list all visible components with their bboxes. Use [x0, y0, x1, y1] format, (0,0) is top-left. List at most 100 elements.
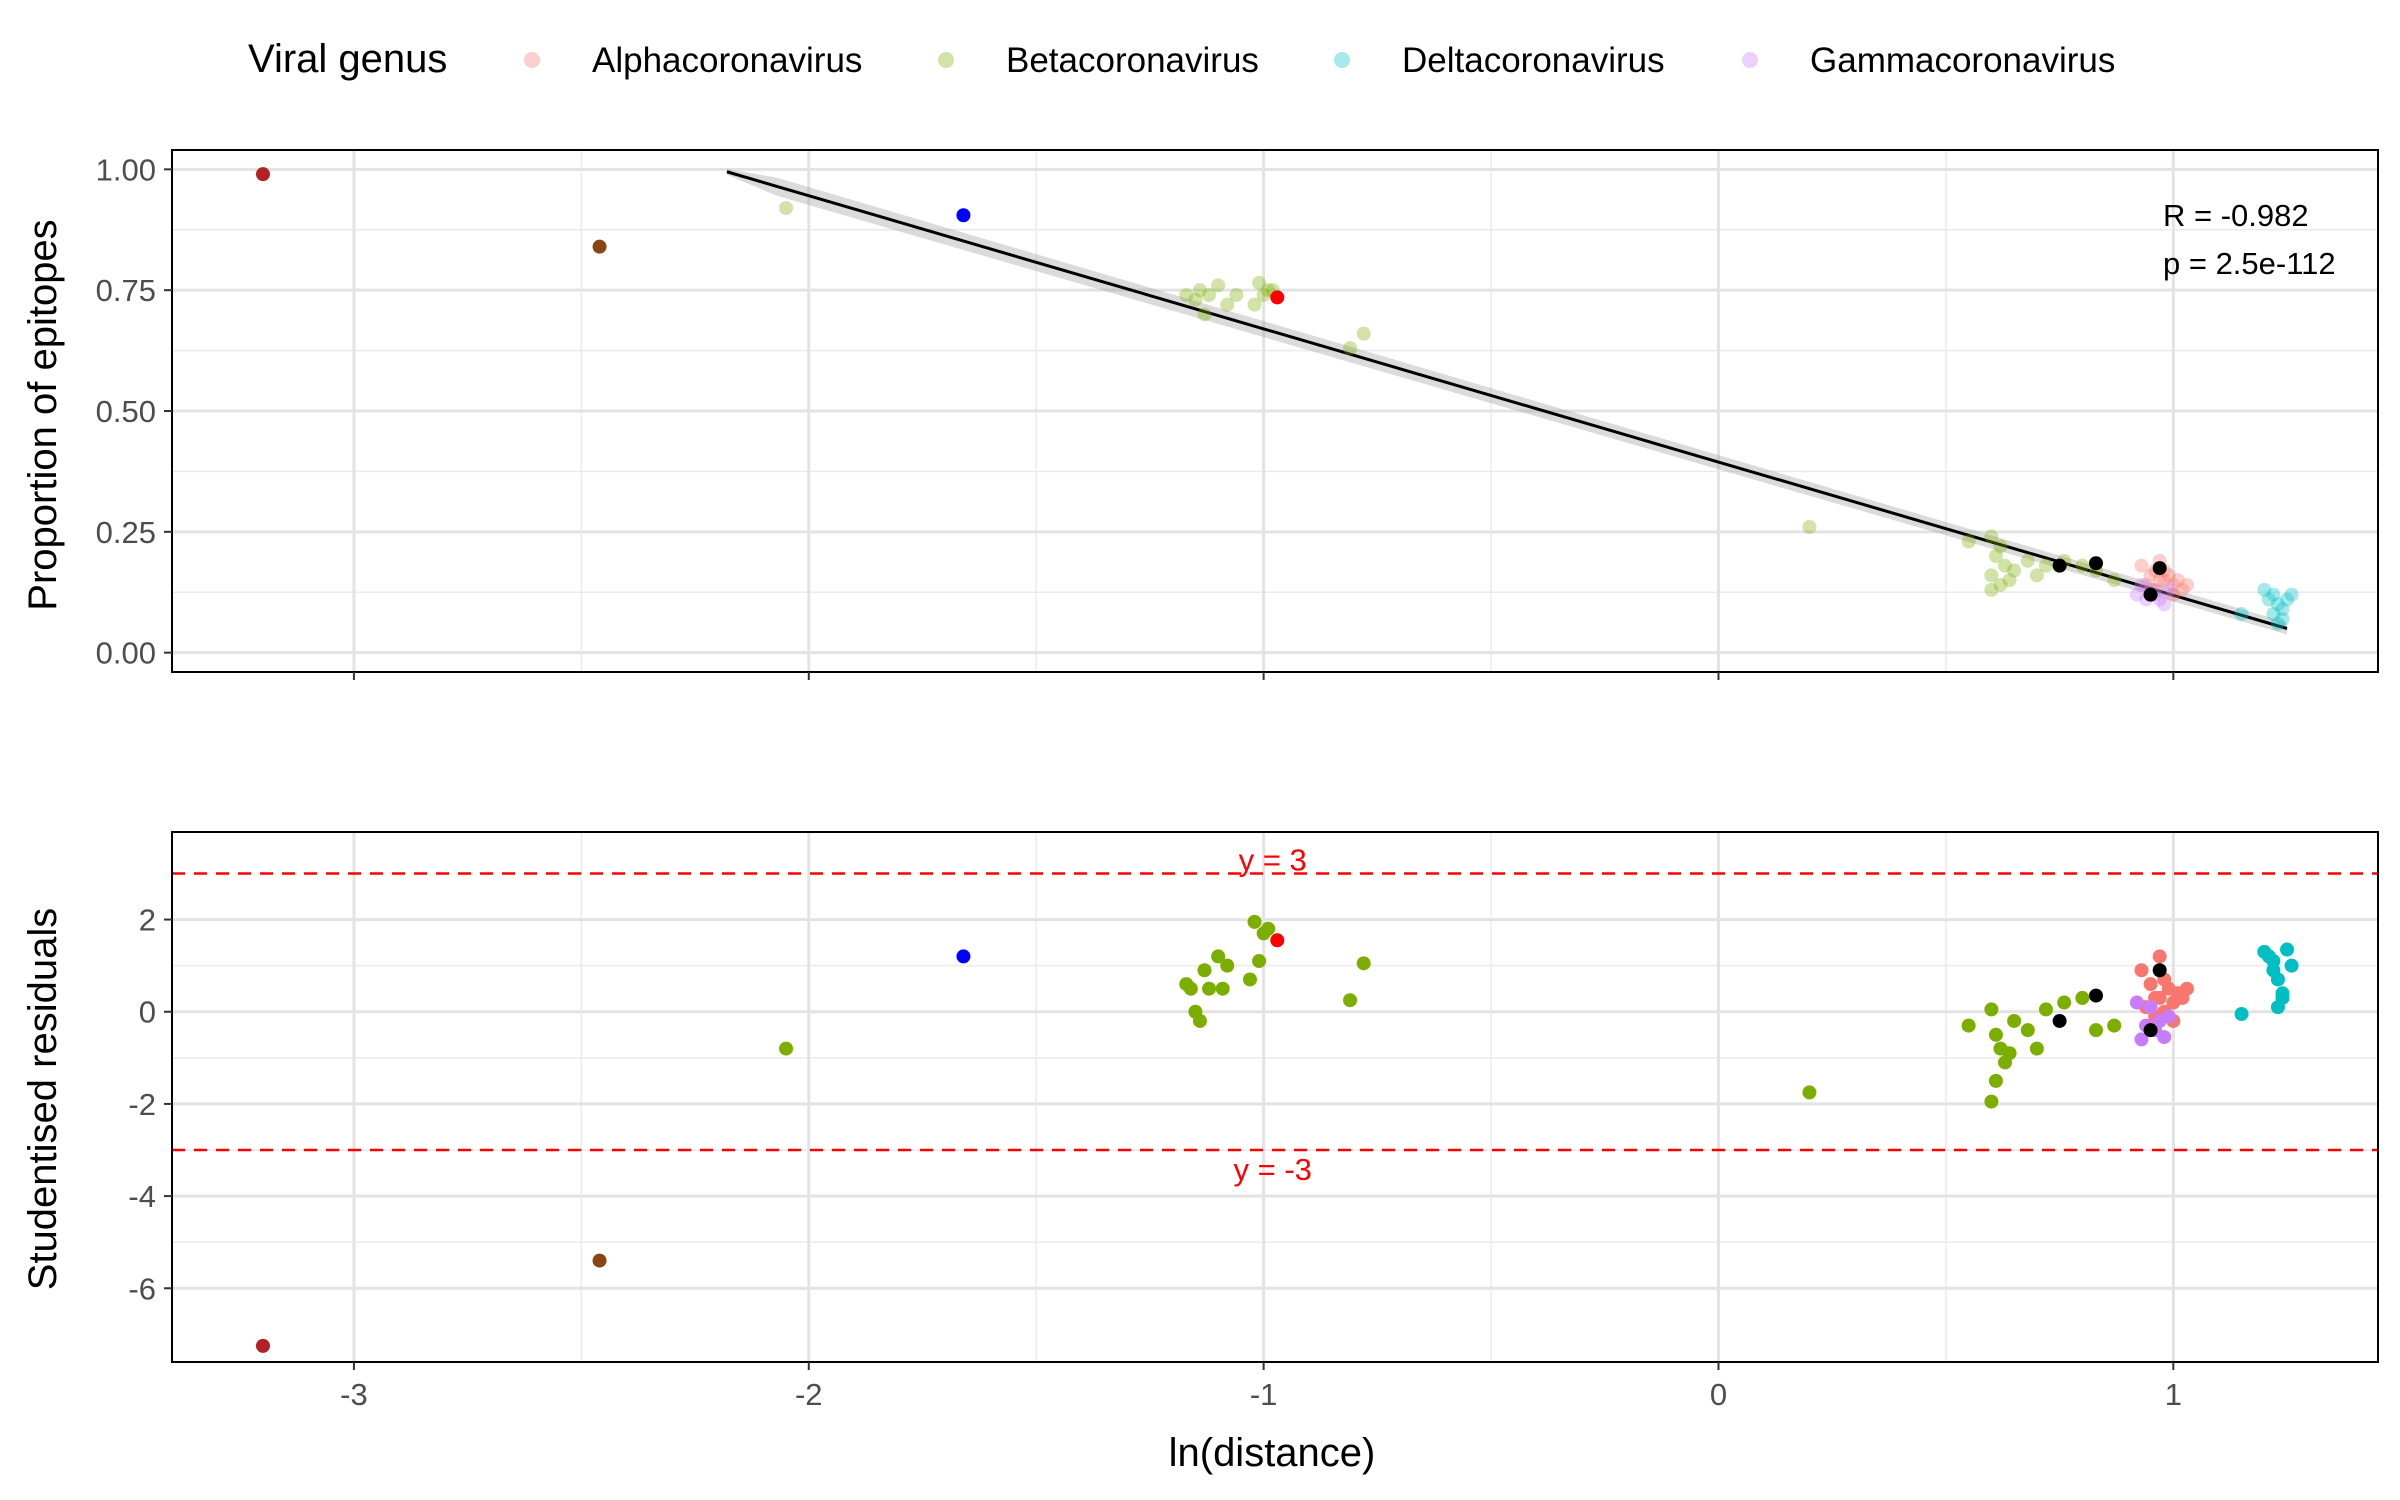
x-ticks: -3 -2 -1 0 1 [340, 672, 2182, 1412]
bottom-point-betacoronavirus [2057, 995, 2072, 1010]
top-point-gammacoronavirus [2129, 587, 2144, 602]
bottom-point-deltacoronavirus [2234, 1007, 2249, 1022]
top-point-betacoronavirus [2029, 568, 2044, 583]
fit-line [726, 170, 2288, 630]
top-point-betacoronavirus [1247, 297, 1262, 312]
top-point-gammacoronavirus [2134, 578, 2149, 592]
top-point-highlight [2088, 556, 2103, 571]
bottom-point-betacoronavirus [1356, 956, 1371, 971]
bottom-point-alphacoronavirus [2134, 963, 2149, 978]
top-point-betacoronavirus [1998, 558, 2013, 573]
top-point-deltacoronavirus [2266, 587, 2281, 602]
legend-key-gammacoronavirus [1742, 52, 1758, 68]
bottom-point-gammacoronavirus [2161, 1009, 2176, 1024]
top-point-betacoronavirus [1984, 529, 1999, 544]
reference-label-y-3: y = -3 [1234, 1152, 1312, 1187]
bottom-point-betacoronavirus [2020, 1023, 2035, 1038]
reference-label-y-3: y = 3 [1239, 842, 1307, 877]
bottom-point-betacoronavirus [1984, 1094, 1999, 1109]
bottom-point-highlight [956, 949, 971, 964]
bottom-point-betacoronavirus [1984, 1002, 1999, 1017]
bottom-point-betacoronavirus [2038, 1002, 2053, 1017]
top-point-alphacoronavirus [2166, 578, 2181, 592]
legend-items: Alphacoronavirus Betacoronavirus Deltacoro… [524, 41, 2115, 80]
bottom-point-alphacoronavirus [2143, 977, 2158, 992]
top-y-tick-label: 0.25 [96, 515, 156, 550]
legend-label-gammacoronavirus: Gammacoronavirus [1810, 41, 2115, 80]
bottom-point-betacoronavirus [1261, 921, 1276, 936]
top-point-alphacoronavirus [2157, 573, 2172, 588]
bottom-point-betacoronavirus [1252, 954, 1267, 969]
bottom-point-betacoronavirus [1197, 963, 1212, 978]
top-point-deltacoronavirus [2270, 597, 2285, 612]
bottom-panel-border [171, 831, 2379, 1363]
bottom-point-betacoronavirus [1961, 1018, 1976, 1033]
top-point-betacoronavirus [2020, 553, 2035, 568]
top-grid [172, 150, 2378, 672]
bottom-point-highlight [2052, 1013, 2067, 1028]
top-point-alphacoronavirus [2152, 573, 2167, 588]
bottom-y-axis-label: Studentised residuals [21, 908, 65, 1290]
top-fit-line-group [726, 168, 2288, 635]
top-point-deltacoronavirus [2275, 611, 2290, 626]
top-point-betacoronavirus [1197, 307, 1212, 322]
top-point-highlight [2143, 587, 2158, 602]
bottom-point-gammacoronavirus [2129, 995, 2144, 1010]
bottom-point-gammacoronavirus [2143, 1000, 2158, 1015]
bottom-point-alphacoronavirus [2152, 990, 2167, 1005]
bottom-point-betacoronavirus [1802, 1085, 1817, 1100]
top-point-betacoronavirus [1343, 341, 1358, 356]
bottom-point-betacoronavirus [1247, 914, 1262, 929]
bottom-reference-lines: y = 3 y = -3 [172, 842, 2378, 1187]
top-point-alphacoronavirus [2134, 558, 2149, 573]
legend: Viral genus Alphacoronavirus Betacoronavi… [248, 37, 2115, 81]
legend-key-betacoronavirus [938, 52, 954, 68]
top-point-betacoronavirus [2038, 558, 2053, 573]
bottom-grid [172, 832, 2378, 1362]
bottom-point-betacoronavirus [2002, 1046, 2017, 1061]
bottom-point-deltacoronavirus [2280, 942, 2295, 957]
bottom-point-highlight [2143, 1023, 2158, 1038]
annotation-r: R = -0.982 [2163, 198, 2309, 233]
top-point-betacoronavirus [2007, 563, 2022, 578]
x-tick-label: -3 [340, 1377, 368, 1412]
bottom-y-tick-label: 2 [139, 903, 156, 938]
top-point-deltacoronavirus [2284, 587, 2299, 602]
panel-proportion-of-epitopes: 0.00 0.25 0.50 0.75 1.00 R = -0.982 p = 2.5e… [21, 149, 2379, 673]
top-y-tick-label: 1.00 [96, 152, 156, 187]
bottom-point-alphacoronavirus [2152, 949, 2167, 964]
top-point-alphacoronavirus [2179, 578, 2194, 592]
top-point-alphacoronavirus [2175, 582, 2190, 597]
legend-label-alphacoronavirus: Alphacoronavirus [592, 41, 862, 80]
top-point-betacoronavirus [1993, 578, 2008, 592]
bottom-point-betacoronavirus [2075, 990, 2090, 1005]
top-point-highlight [592, 239, 607, 254]
top-point-betacoronavirus [1988, 549, 2003, 563]
bottom-point-betacoronavirus [779, 1041, 794, 1056]
bottom-point-alphacoronavirus [2179, 981, 2194, 996]
top-point-deltacoronavirus [2234, 607, 2249, 621]
bottom-y-tick-label: -4 [128, 1179, 156, 1214]
annotation-p: p = 2.5e-112 [2163, 246, 2336, 281]
bottom-point-betacoronavirus [1183, 981, 1198, 996]
bottom-point-highlight [2088, 988, 2103, 1003]
top-point-betacoronavirus [1802, 520, 1817, 534]
top-point-betacoronavirus [2107, 573, 2122, 588]
top-point-highlight [1270, 290, 1285, 305]
top-point-highlight [956, 208, 971, 223]
top-point-deltacoronavirus [2261, 592, 2276, 607]
top-point-gammacoronavirus [2161, 582, 2176, 597]
top-y-tick-label: 0.50 [96, 394, 156, 429]
bottom-y-tick-label: -6 [128, 1271, 156, 1306]
bottom-point-gammacoronavirus [2134, 1032, 2149, 1047]
top-point-betacoronavirus [1229, 288, 1244, 302]
bottom-point-deltacoronavirus [2266, 963, 2281, 978]
top-point-betacoronavirus [1356, 326, 1371, 341]
top-point-highlight [255, 167, 270, 182]
top-point-betacoronavirus [2002, 573, 2017, 588]
bottom-point-betacoronavirus [1988, 1027, 2003, 1042]
top-point-betacoronavirus [779, 201, 794, 215]
top-point-betacoronavirus [1256, 288, 1271, 302]
top-point-betacoronavirus [1984, 582, 1999, 597]
bottom-point-betacoronavirus [1988, 1073, 2003, 1088]
